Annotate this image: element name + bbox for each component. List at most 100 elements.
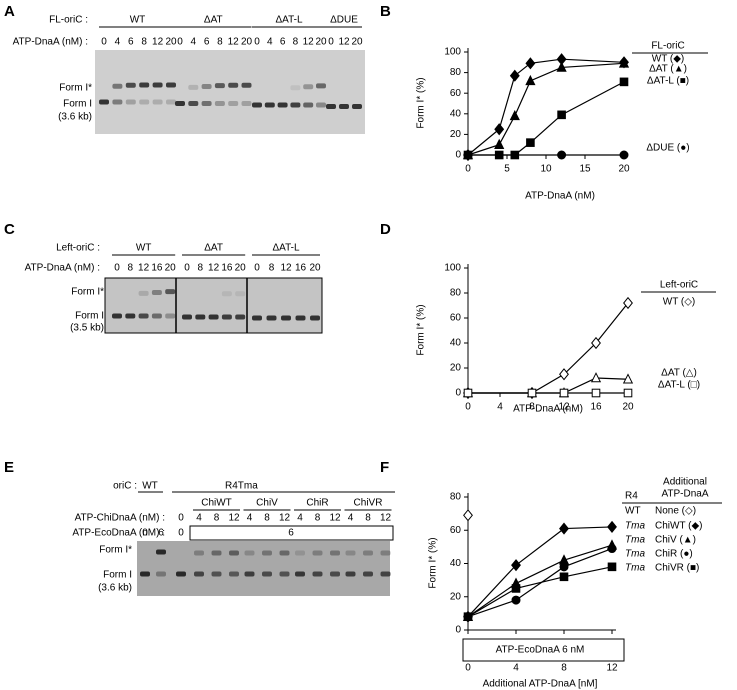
x-tick-label: 4 xyxy=(513,663,519,674)
gel-band xyxy=(138,290,149,296)
gel-lane-label: 6 xyxy=(158,528,164,539)
y-tick-label: 80 xyxy=(450,288,462,299)
gel-band xyxy=(152,99,163,105)
gel-band xyxy=(262,550,272,556)
marker xyxy=(590,372,602,383)
series-line xyxy=(468,377,629,394)
panel-letter: B xyxy=(380,3,391,20)
y-axis-label: Form I* (%) xyxy=(428,537,439,588)
gel-lane-label: 20 xyxy=(235,263,247,274)
gel-lane-label: 12 xyxy=(329,513,341,524)
x-tick-label: 4 xyxy=(497,402,503,413)
y-tick-label: 0 xyxy=(455,388,461,399)
gel-form-label: (3.5 kb) xyxy=(70,323,104,334)
legend-header: ATP-DnaA xyxy=(661,489,708,500)
gel-band xyxy=(195,314,206,320)
gel-band xyxy=(166,82,176,88)
gel-group-label: ΔAT-L xyxy=(272,243,299,254)
x-tick-label: 20 xyxy=(618,164,630,175)
gel-band xyxy=(165,289,176,295)
marker xyxy=(509,109,520,121)
gel-band xyxy=(201,101,212,106)
gel-band xyxy=(312,571,323,577)
gel-band xyxy=(125,99,136,105)
marker xyxy=(527,388,537,398)
x-tick-label: 0 xyxy=(465,663,471,674)
gel-band xyxy=(221,291,232,297)
gel-band xyxy=(139,82,150,88)
gel-band xyxy=(290,85,301,91)
gel-band xyxy=(303,102,314,108)
gel-lane-label: 16 xyxy=(221,263,233,274)
gel-group-label: R4Tma xyxy=(225,481,258,492)
gel-band xyxy=(235,314,246,320)
panel-letter: D xyxy=(380,221,391,238)
legend-label: WT (◆) xyxy=(652,54,685,65)
gel-row-label: ATP-EcoDnaA (nM) : xyxy=(72,528,165,539)
y-tick-label: 60 xyxy=(450,525,462,536)
gel-band xyxy=(252,315,262,321)
gel-band xyxy=(264,102,275,108)
gel-lane-label: 8 xyxy=(128,263,134,274)
gel-lane-label: 0 xyxy=(328,37,334,48)
marker xyxy=(494,138,505,149)
gel-form-label: Form I* xyxy=(99,545,132,556)
gel-lane-label: 4 xyxy=(348,513,354,524)
marker xyxy=(559,562,569,572)
gel-lane-label: 0 xyxy=(177,37,183,48)
marker xyxy=(619,77,629,87)
gel-band xyxy=(262,571,272,577)
panel-letter: C xyxy=(4,221,15,238)
marker xyxy=(463,509,473,522)
gel-lane-label: 12 xyxy=(228,37,240,48)
gel-lane-label: 8 xyxy=(214,513,220,524)
gel-lane-label: 4 xyxy=(247,513,253,524)
gel-band xyxy=(166,99,176,105)
gel-lane-label: 4 xyxy=(196,513,202,524)
gel-lane-label: 16 xyxy=(295,263,307,274)
gel-band xyxy=(229,550,239,556)
gel-lane-label: 4 xyxy=(297,513,303,524)
marker xyxy=(559,368,569,381)
gel-lane-label: 8 xyxy=(264,513,270,524)
gel-lane-label: 0 xyxy=(254,37,260,48)
x-tick-label: 15 xyxy=(579,164,591,175)
x-tick-label: 0 xyxy=(465,402,471,413)
gel-lane-label: 20 xyxy=(315,37,327,48)
annotation-box xyxy=(462,638,625,662)
legend-title: FL-oriC xyxy=(651,41,684,52)
gel-lane-label: 8 xyxy=(365,513,371,524)
gel-band xyxy=(139,99,150,105)
gel-band xyxy=(175,101,185,106)
gel-band xyxy=(125,82,136,88)
gel-group-label: ChiWT xyxy=(201,498,232,509)
legend-label: ΔAT-L (■) xyxy=(647,76,689,87)
gel-lane-label: 0 xyxy=(184,263,190,274)
x-tick-label: 20 xyxy=(622,402,634,413)
marker xyxy=(619,150,629,160)
gel-band xyxy=(228,82,239,88)
gel-group-label: ΔDUE xyxy=(330,15,358,26)
gel-group-label: ΔAT xyxy=(204,15,223,26)
legend-label: WT (◇) xyxy=(663,297,696,308)
gel-lane-label: 20 xyxy=(351,37,363,48)
gel-band xyxy=(112,99,123,105)
gel-lane-label: 12 xyxy=(380,513,392,524)
marker xyxy=(607,520,617,534)
marker xyxy=(511,559,521,572)
gel-band xyxy=(363,550,373,556)
gel-band xyxy=(330,550,340,556)
legend-strain: Tma xyxy=(625,563,645,574)
gel-lane-label: 0 xyxy=(142,528,148,539)
gel-band xyxy=(244,571,255,577)
gel-group-label: WT xyxy=(130,15,146,26)
gel-form-label: Form I xyxy=(75,311,104,322)
gel-band xyxy=(182,314,192,320)
gel-band xyxy=(214,101,225,106)
x-tick-label: 12 xyxy=(606,663,618,674)
panel-letter: E xyxy=(4,459,14,476)
gel-row-label: FL-oriC : xyxy=(49,15,88,26)
gel-band xyxy=(194,571,204,577)
gel-band xyxy=(214,83,225,89)
gel-band xyxy=(266,315,277,321)
